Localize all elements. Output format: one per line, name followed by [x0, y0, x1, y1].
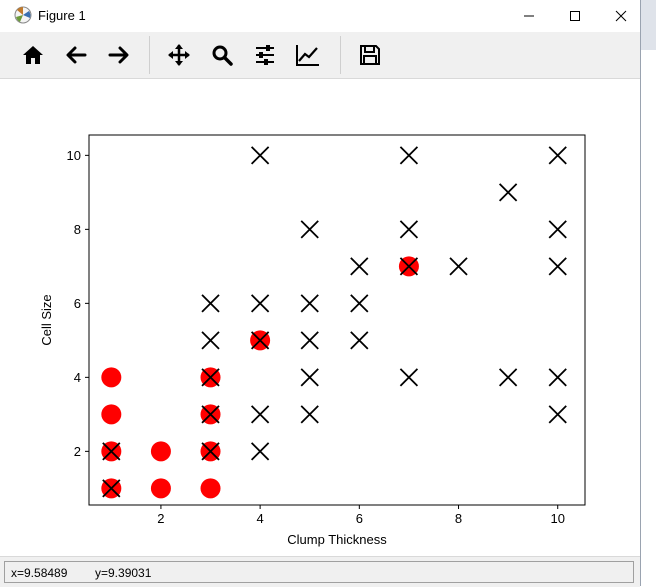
back-button[interactable]	[60, 39, 92, 71]
circle-marker	[101, 404, 122, 425]
x-tick-label: 6	[356, 511, 363, 526]
figure-canvas[interactable]: 2 4 6 8 10 2 4 6 8 10 Clump Thickness Cell Size	[0, 79, 640, 555]
home-button[interactable]	[17, 39, 49, 71]
home-icon	[23, 46, 43, 64]
x-tick-label: 8	[455, 511, 462, 526]
x-marker	[300, 405, 319, 424]
x-marker	[350, 257, 369, 276]
toolbar-separator	[149, 36, 150, 74]
zoom-icon	[212, 45, 233, 66]
forward-arrow-icon	[108, 46, 129, 64]
close-icon	[615, 10, 627, 21]
x-marker	[350, 331, 369, 350]
x-marker	[250, 405, 270, 424]
pan-button[interactable]	[163, 39, 195, 71]
x-marker	[102, 442, 121, 461]
scatter-plot: 2 4 6 8 10 2 4 6 8 10 Clump Thickness Cell Size	[39, 134, 586, 547]
x-marker	[201, 442, 220, 461]
x-marker	[201, 331, 220, 350]
x-marker	[300, 220, 319, 239]
x-marker	[399, 220, 419, 239]
circle-marker	[150, 441, 171, 462]
y-tick-label: 10	[67, 148, 81, 163]
y-tick-label: 2	[74, 444, 81, 459]
matplotlib-app-icon	[14, 6, 32, 24]
circle-marker	[150, 478, 171, 499]
x-marker	[250, 146, 270, 165]
x-marker	[399, 146, 419, 165]
save-icon	[360, 45, 380, 65]
x-marker	[350, 294, 369, 313]
navigation-toolbar	[0, 32, 640, 79]
save-button[interactable]	[354, 39, 386, 71]
configure-subplots-icon	[256, 45, 274, 65]
x-tick-label: 2	[157, 511, 164, 526]
maximize-button[interactable]	[552, 0, 598, 31]
toolbar-separator	[340, 36, 341, 74]
x-marker	[300, 368, 319, 387]
back-arrow-icon	[66, 46, 87, 64]
x-tick-label: 4	[257, 511, 264, 526]
y-tick-label: 4	[74, 370, 81, 385]
x-marker	[250, 331, 270, 350]
title-bar[interactable]: Figure 1	[0, 0, 640, 32]
x-tick-label: 10	[550, 511, 564, 526]
figure-window: Figure 1	[0, 0, 641, 587]
cursor-y-readout: y=9.39031	[95, 566, 152, 580]
x-marker	[548, 257, 567, 276]
minimize-icon	[524, 15, 534, 16]
x-marker	[300, 331, 319, 350]
axes-frame	[88, 134, 586, 506]
desktop-background-strip	[640, 0, 656, 50]
maximize-icon	[570, 10, 580, 21]
x-marker	[498, 183, 518, 202]
desktop-background-right	[640, 0, 656, 586]
x-marker	[548, 368, 567, 387]
x-marker	[449, 257, 468, 276]
x-marker	[250, 442, 270, 461]
zoom-button[interactable]	[206, 39, 238, 71]
x-marker	[399, 257, 419, 276]
status-box: x=9.58489 y=9.39031	[4, 561, 634, 583]
y-tick-label: 8	[74, 222, 81, 237]
x-marker	[250, 294, 270, 313]
x-marker	[201, 368, 220, 387]
x-axis-label: Clump Thickness	[287, 532, 387, 547]
x-marker	[548, 405, 567, 424]
x-marker	[498, 368, 518, 387]
y-axis-label: Cell Size	[39, 294, 54, 345]
x-marker	[548, 146, 567, 165]
x-marker	[300, 294, 319, 313]
circle-marker	[101, 367, 122, 388]
edit-axis-icon	[296, 45, 319, 66]
window-title: Figure 1	[38, 8, 86, 23]
configure-subplots-button[interactable]	[249, 39, 281, 71]
x-marker	[201, 294, 220, 313]
x-marker	[548, 220, 567, 239]
x-marker	[102, 479, 121, 498]
x-marker	[399, 368, 419, 387]
edit-axis-button[interactable]	[292, 39, 324, 71]
y-tick-label: 6	[74, 296, 81, 311]
cursor-x-readout: x=9.58489	[11, 566, 68, 580]
minimize-button[interactable]	[506, 0, 552, 31]
circle-marker	[200, 478, 221, 499]
x-marker	[201, 405, 220, 424]
pan-icon	[168, 44, 190, 66]
forward-button[interactable]	[103, 39, 135, 71]
close-button[interactable]	[598, 0, 644, 31]
status-bar: x=9.58489 y=9.39031	[0, 556, 640, 587]
